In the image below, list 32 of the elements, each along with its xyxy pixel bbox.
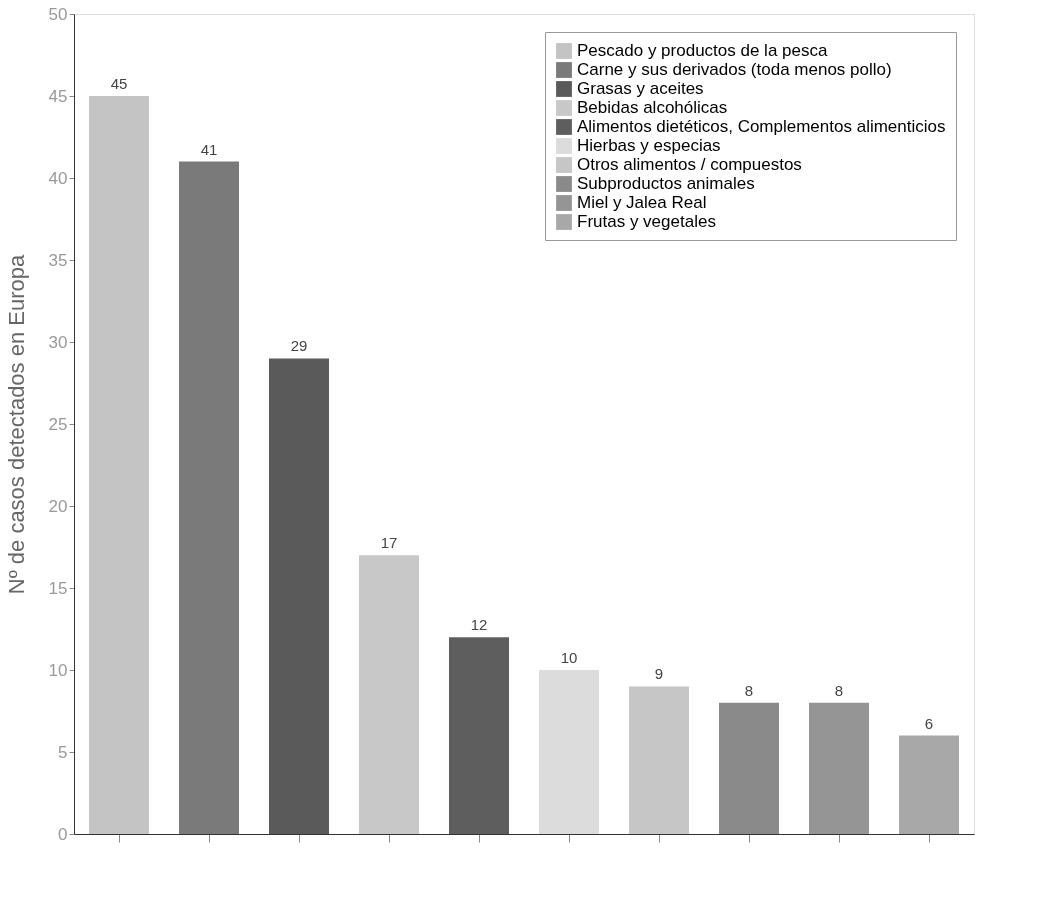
data-label: 12 bbox=[470, 616, 488, 634]
y-tick-label: 10 bbox=[48, 660, 68, 680]
y-tick-label: 15 bbox=[48, 578, 68, 598]
legend-label: Bebidas alcohólicas bbox=[577, 98, 728, 117]
legend-label: Carne y sus derivados (toda menos pollo) bbox=[577, 60, 892, 79]
y-tick-label: 0 bbox=[58, 824, 68, 844]
data-label: 17 bbox=[380, 534, 398, 552]
legend-label: Subproductos animales bbox=[577, 174, 755, 193]
legend-label: Grasas y aceites bbox=[577, 79, 704, 98]
data-label: 45 bbox=[110, 75, 128, 92]
y-tick-label: 40 bbox=[48, 168, 68, 188]
y-tick-label: 5 bbox=[58, 742, 68, 762]
legend-label: Pescado y productos de la pesca bbox=[577, 41, 828, 60]
legend-label: Frutas y vegetales bbox=[577, 212, 716, 231]
data-label: 6 bbox=[924, 714, 934, 732]
legend-label: Otros alimentos / compuestos bbox=[577, 155, 802, 174]
legend-label: Hierbas y especias bbox=[577, 136, 721, 155]
y-tick-label: 30 bbox=[48, 332, 68, 352]
data-label: 10 bbox=[560, 649, 578, 666]
data-label: 8 bbox=[834, 681, 844, 699]
legend-label: Miel y Jalea Real bbox=[577, 193, 707, 212]
data-label: 41 bbox=[200, 140, 218, 158]
data-label: 29 bbox=[290, 337, 308, 355]
y-axis-title: Nº de casos detectados en Europa bbox=[3, 254, 29, 595]
data-label: 8 bbox=[744, 681, 754, 699]
y-tick-label: 35 bbox=[48, 250, 68, 270]
y-tick-label: 45 bbox=[48, 86, 68, 106]
y-tick-label: 50 bbox=[48, 4, 68, 24]
y-tick-label: 20 bbox=[48, 496, 68, 516]
y-tick-label: 25 bbox=[48, 414, 68, 434]
data-label: 9 bbox=[654, 665, 664, 683]
legend-label: Alimentos dietéticos, Complementos alimenticios bbox=[577, 117, 946, 136]
